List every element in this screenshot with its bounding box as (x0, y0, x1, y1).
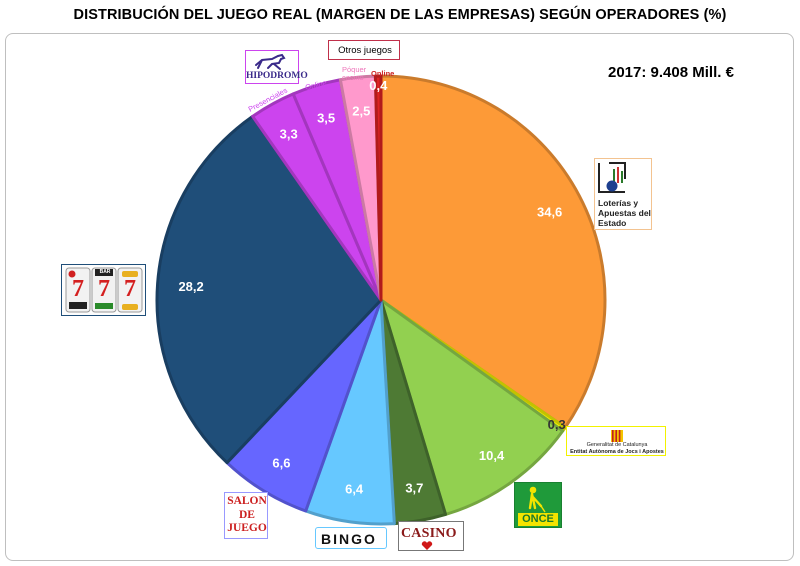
generalitat-logo: Generalitat de Catalunya Entitat Autònom… (566, 426, 666, 456)
pie-value-labels: 34,6 0,3 10,4 3,7 6,4 6,6 28,2 3,3 3,5 2,5 0,4 (178, 78, 565, 497)
once-logo: ONCE (514, 482, 562, 528)
slot-bar-text: BAR (99, 269, 111, 275)
pie-outer-label-4: Online (371, 69, 394, 78)
pie-value-label-9: 2,5 (352, 104, 370, 119)
pie-value-label-10: 0,4 (369, 78, 388, 93)
slot-reels-icon (65, 267, 143, 313)
loterias-line-2: Apuestas del (598, 208, 651, 218)
generalitat-line-2: Entitat Autònoma de Jocs i Apostes (570, 448, 664, 455)
loterias-line-3: Estado (598, 218, 627, 228)
slot-reel-3: 7 (124, 276, 136, 302)
otros-juegos-text: Otros juegos (338, 45, 392, 56)
salon-line-3: JUEGO (227, 522, 267, 534)
slot-reel-2: 7 (98, 276, 110, 302)
heart-icon (421, 541, 433, 550)
pie-slice-0 (379, 74, 607, 429)
chart-title: DISTRIBUCIÓN DEL JUEGO REAL (MARGEN DE L… (73, 7, 727, 23)
once-figure-icon (528, 486, 546, 513)
salon-juego-logo: SALON DE JUEGO (224, 492, 268, 539)
hipodromo-logo: HIPODROMO (245, 50, 308, 84)
salon-line-2: DE (239, 508, 255, 521)
pie-value-label-3: 3,7 (405, 480, 423, 495)
pie-outer-label-2: Póquer (342, 65, 367, 74)
pie-slice-6 (155, 114, 383, 465)
senyera-icon (611, 430, 623, 442)
otros-juegos-box: Otros juegos (328, 40, 400, 60)
salon-line-1: SALON (227, 495, 267, 507)
pie-value-label-8: 3,5 (317, 111, 335, 126)
loterias-emblem-icon (598, 162, 626, 193)
pie-outer-label-3: casino (342, 73, 364, 82)
pie-value-label-0: 34,6 (537, 205, 562, 220)
loterias-line-1: Loterías y (598, 198, 639, 208)
hipodromo-text: HIPODROMO (246, 71, 308, 81)
casino-text: CASINO (401, 526, 457, 541)
loterias-logo: Loterías y Apuestas del Estado (594, 158, 652, 230)
pie-slices (155, 74, 607, 526)
pie-value-label-7: 3,3 (280, 126, 298, 141)
pie-value-label-2: 10,4 (479, 448, 505, 463)
horse-icon (255, 53, 286, 70)
chart-frame (5, 33, 794, 561)
casino-logo: CASINO (398, 521, 464, 551)
bingo-text: BINGO (321, 531, 377, 547)
pie-value-label-1: 0,3 (548, 417, 566, 432)
slot-reel-1: 7 (72, 276, 84, 302)
bingo-logo: BINGO (315, 527, 387, 549)
pie-value-label-5: 6,6 (272, 455, 290, 470)
slot-machine-logo: 7 7 7 BAR (61, 264, 146, 316)
pie-value-label-4: 6,4 (345, 481, 364, 496)
pie-value-label-6: 28,2 (178, 279, 203, 294)
once-text: ONCE (518, 513, 558, 526)
total-label: 2017: 9.408 Mill. € (608, 64, 734, 81)
generalitat-line-1: Generalitat de Catalunya (586, 442, 648, 448)
pie-slice-10 (373, 74, 383, 302)
pie-slice-2 (379, 298, 565, 516)
